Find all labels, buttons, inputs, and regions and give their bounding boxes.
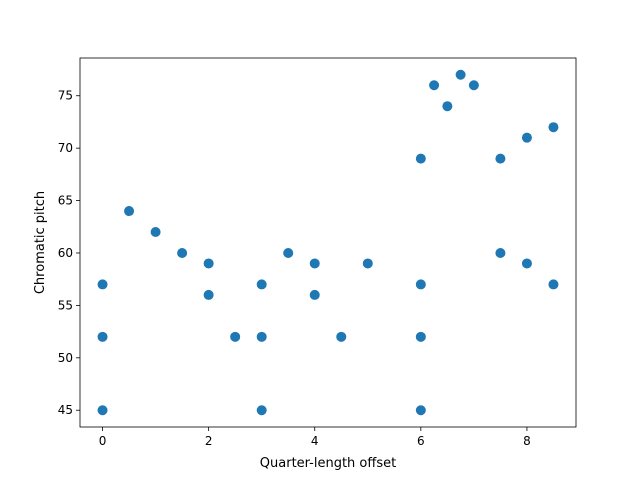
data-point	[521, 258, 532, 269]
data-point	[548, 122, 559, 133]
data-point	[442, 101, 453, 112]
plot-frame	[79, 57, 577, 428]
data-point	[429, 80, 440, 91]
data-point	[230, 331, 241, 342]
data-point	[495, 247, 506, 258]
data-point	[203, 258, 214, 269]
data-point	[256, 405, 267, 416]
data-point	[455, 69, 466, 80]
data-point	[97, 279, 108, 290]
data-point	[150, 227, 161, 238]
y-tick-label: 45	[58, 403, 73, 417]
x-tick-label: 8	[523, 434, 531, 448]
x-tick-label: 0	[99, 434, 107, 448]
data-point	[309, 289, 320, 300]
y-tick-label: 70	[58, 141, 73, 155]
data-point	[415, 279, 426, 290]
data-point	[203, 289, 214, 300]
x-axis-label: Quarter-length offset	[260, 456, 396, 471]
y-tick-label: 75	[58, 89, 73, 103]
data-point	[97, 405, 108, 416]
data-point	[283, 247, 294, 258]
data-point	[415, 331, 426, 342]
data-point	[521, 132, 532, 143]
data-point	[415, 153, 426, 164]
data-points	[97, 69, 559, 416]
data-point	[468, 80, 479, 91]
y-tick-label: 50	[58, 351, 73, 365]
y-axis-label: Chromatic pitch	[33, 191, 48, 294]
y-tick-label: 55	[58, 298, 73, 312]
data-point	[309, 258, 320, 269]
data-point	[548, 279, 559, 290]
data-point	[124, 206, 135, 217]
data-point	[256, 331, 267, 342]
data-point	[256, 279, 267, 290]
y-tick-label: 60	[58, 246, 73, 260]
data-point	[495, 153, 506, 164]
x-tick-label: 6	[417, 434, 425, 448]
y-tick-label: 65	[58, 194, 73, 208]
data-point	[97, 331, 108, 342]
data-point	[362, 258, 373, 269]
data-point	[415, 405, 426, 416]
data-point	[336, 331, 347, 342]
x-tick-label: 4	[311, 434, 319, 448]
x-tick-label: 2	[205, 434, 213, 448]
x-axis-ticks: 0 2 4 6 8	[99, 427, 531, 448]
y-axis-ticks: 45 50 55 60 65 70 75	[58, 89, 80, 417]
data-point	[177, 247, 188, 258]
